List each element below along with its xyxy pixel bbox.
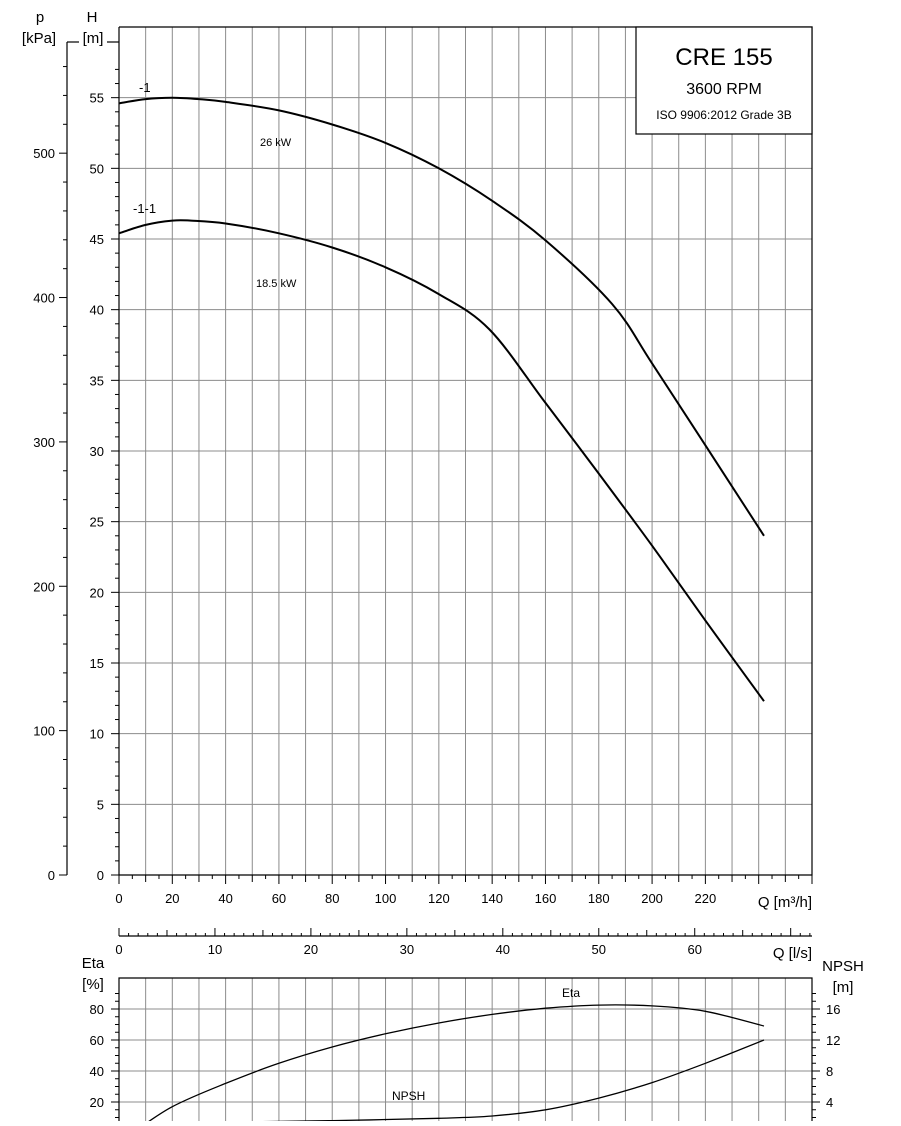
p-tick-label: 400 (33, 291, 55, 306)
h-tick-label: 20 (90, 585, 104, 600)
x-tick-label: 140 (481, 891, 503, 906)
x-tick-label: 160 (535, 891, 557, 906)
npsh-tick-label: 4 (826, 1095, 833, 1110)
h-axis-label: H (87, 9, 98, 26)
h-curve-1 (118, 96, 765, 537)
x-tick-label: 220 (695, 891, 717, 906)
chart-subtitle: 3600 RPM (686, 81, 762, 98)
eta-tick-label: 60 (90, 1033, 104, 1048)
x-tick-label: 100 (375, 891, 397, 906)
npsh-axis-label: NPSH (822, 958, 864, 975)
h-tick-label: 50 (90, 161, 104, 176)
h-tick-label: 30 (90, 444, 104, 459)
x2-tick-label: 60 (687, 942, 701, 957)
h-tick-label: 0 (97, 868, 104, 883)
h-tick-label: 25 (90, 515, 104, 530)
labels: H [m] p [kPa] Q [m³/h] Q [l/s] Eta [%] N… (22, 9, 864, 1103)
x-tick-label: 60 (272, 891, 286, 906)
x2-axis-label: Q [l/s] (773, 945, 812, 962)
npsh-curve-label: NPSH (392, 1089, 425, 1103)
x2-tick-label: 10 (208, 942, 222, 957)
npsh-tick-label: 8 (826, 1064, 833, 1079)
h-curve-1-1 (118, 219, 765, 702)
npsh-tick-label: 12 (826, 1033, 840, 1048)
npsh-axis-unit: [m] (833, 979, 854, 996)
h-tick-label: 35 (90, 373, 104, 388)
x-tick-label: 20 (165, 891, 179, 906)
p-tick-label: 300 (33, 435, 55, 450)
x2-tick-label: 0 (115, 942, 122, 957)
x-tick-label: 200 (641, 891, 663, 906)
h-tick-label: 45 (90, 232, 104, 247)
eta-axis-label: Eta (82, 955, 105, 972)
h-tick-label: 15 (90, 656, 104, 671)
h-tick-label: 40 (90, 303, 104, 318)
x2-tick-label: 30 (400, 942, 414, 957)
title-box-frame (635, 26, 813, 135)
p-tick-label: 200 (33, 579, 55, 594)
eta-tick-label: 40 (90, 1064, 104, 1079)
x-tick-label: 120 (428, 891, 450, 906)
chart-note: ISO 9906:2012 Grade 3B (656, 108, 791, 122)
series-label-1-1: -1-1 (133, 201, 156, 216)
p-tick-label: 500 (33, 146, 55, 161)
x2-tick-label: 40 (496, 942, 510, 957)
h-tick-label: 5 (97, 797, 104, 812)
eta-axis-unit: [%] (82, 976, 104, 993)
h-tick-label: 55 (90, 91, 104, 106)
h-axis-unit: [m] (83, 30, 104, 47)
h-tick-label: 10 (90, 727, 104, 742)
chart-title: CRE 155 (675, 44, 772, 71)
npsh-tick-label: 16 (826, 1002, 840, 1017)
power-label-18-5kw: 18.5 kW (256, 278, 297, 290)
x-axis-label: Q [m³/h] (758, 894, 812, 911)
x2-tick-label: 50 (592, 942, 606, 957)
eta-curve (148, 1004, 765, 1121)
series-label-1: -1 (139, 80, 151, 95)
title-box: CRE 155 3600 RPM ISO 9906:2012 Grade 3B (635, 26, 813, 135)
axes (59, 26, 820, 1121)
p-axis-label: p (36, 9, 44, 26)
p-tick-label: 0 (48, 868, 55, 883)
eta-plot-frame (118, 977, 813, 1121)
curves (118, 96, 765, 1121)
x-tick-label: 180 (588, 891, 610, 906)
x2-tick-label: 20 (304, 942, 318, 957)
p-tick-label: 100 (33, 724, 55, 739)
npsh-curve (261, 1039, 765, 1121)
p-axis-unit: [kPa] (22, 30, 56, 47)
eta-tick-label: 80 (90, 1002, 104, 1017)
bottom-grid (119, 978, 812, 1121)
eta-curve-label: Eta (562, 986, 580, 1000)
x-tick-label: 80 (325, 891, 339, 906)
eta-tick-label: 20 (90, 1095, 104, 1110)
power-label-26kw: 26 kW (260, 137, 292, 149)
x-tick-label: 0 (115, 891, 122, 906)
x-tick-label: 40 (218, 891, 232, 906)
